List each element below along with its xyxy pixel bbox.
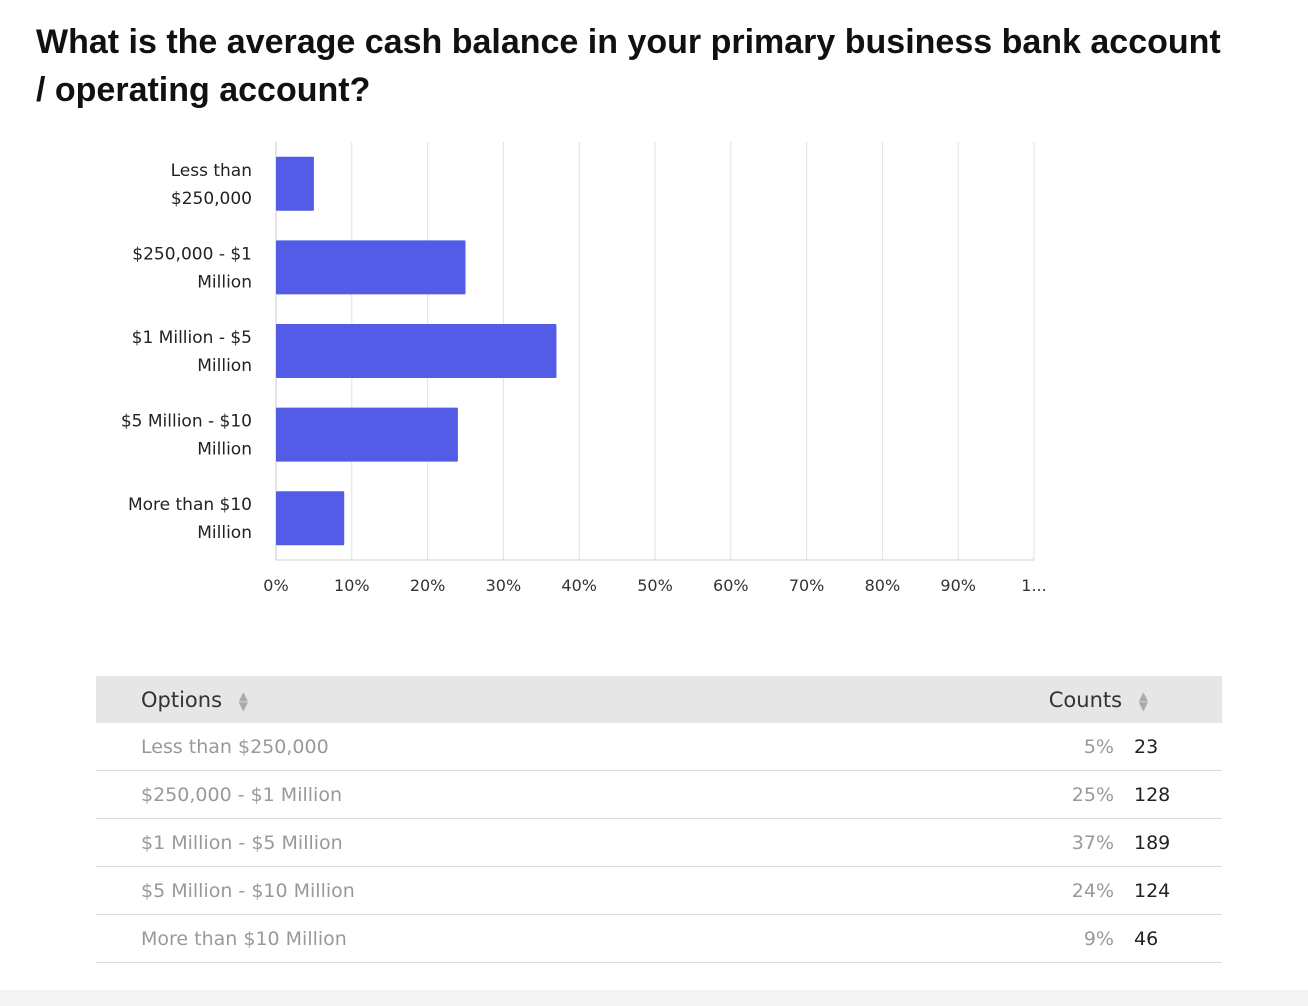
results-table: Options ▲ ▼ Counts ▲ ▼ Less than $250,000 … — [96, 676, 1222, 963]
percent-cell: 24% — [974, 866, 1134, 915]
option-cell: $1 Million - $5 Million — [96, 818, 974, 867]
table-header-row: Options ▲ ▼ Counts ▲ ▼ — [96, 676, 1222, 723]
category-label: Less than — [171, 161, 252, 181]
count-cell: 46 — [1134, 914, 1222, 963]
x-tick-label: 60% — [713, 576, 749, 595]
option-cell: $250,000 - $1 Million — [96, 770, 974, 819]
bar[interactable] — [276, 324, 557, 378]
category-label: $250,000 - $1 — [132, 244, 252, 264]
bar[interactable] — [276, 240, 466, 295]
question-title: What is the average cash balance in your… — [36, 23, 1221, 109]
category-label: $250,000 — [171, 189, 252, 209]
sort-icon[interactable]: ▲ ▼ — [1138, 688, 1148, 713]
table-row: $5 Million - $10 Million 24% 124 — [96, 866, 1222, 915]
table-row: More than $10 Million 9% 46 — [96, 914, 1222, 963]
page-bottom-band — [0, 990, 1308, 1006]
counts-header-label: Counts — [1048, 687, 1123, 712]
percent-cell: 37% — [974, 818, 1134, 867]
x-tick-label: 40% — [561, 576, 597, 595]
bar[interactable] — [276, 491, 345, 546]
option-cell: Less than $250,000 — [96, 723, 974, 771]
table-row: Less than $250,000 5% 23 — [96, 723, 1222, 771]
percent-cell: 9% — [974, 914, 1134, 963]
percent-cell: 5% — [974, 723, 1134, 771]
count-cell: 124 — [1134, 866, 1222, 915]
x-tick-label: 80% — [865, 576, 901, 595]
category-label: Million — [197, 356, 252, 376]
x-tick-label: 30% — [486, 576, 522, 595]
option-cell: More than $10 Million — [96, 914, 974, 963]
x-tick-label: 50% — [637, 576, 673, 595]
options-header[interactable]: Options ▲ ▼ — [96, 676, 974, 723]
table-row: $250,000 - $1 Million 25% 128 — [96, 770, 1222, 819]
count-cell: 128 — [1134, 770, 1222, 819]
percent-cell: 25% — [974, 770, 1134, 819]
category-label: $1 Million - $5 — [132, 328, 252, 348]
x-tick-label: 0% — [263, 576, 288, 595]
bar-chart: 0% 10% 20% 30% 40% 50% 60% 70% 80% 90% 1... Less th… — [121, 142, 1047, 595]
sort-icon[interactable]: ▲ ▼ — [238, 688, 248, 713]
bar[interactable] — [276, 156, 314, 211]
category-label: More than $10 — [128, 495, 252, 515]
x-tick-label: 90% — [940, 576, 976, 595]
table-row: $1 Million - $5 Million 37% 189 — [96, 818, 1222, 867]
x-tick-label: 70% — [789, 576, 825, 595]
options-header-label: Options — [141, 687, 223, 712]
x-tick-label: 1... — [1021, 576, 1046, 595]
category-label: $5 Million - $10 — [121, 412, 252, 432]
option-cell: $5 Million - $10 Million — [96, 866, 974, 915]
x-tick-label: 20% — [410, 576, 446, 595]
count-cell: 189 — [1134, 818, 1222, 867]
bar[interactable] — [276, 407, 458, 462]
category-label: Million — [197, 272, 252, 292]
counts-header[interactable]: Counts ▲ ▼ — [974, 676, 1222, 723]
category-label: Million — [197, 440, 252, 460]
x-tick-label: 10% — [334, 576, 370, 595]
category-label: Million — [197, 523, 252, 543]
count-cell: 23 — [1134, 723, 1222, 771]
